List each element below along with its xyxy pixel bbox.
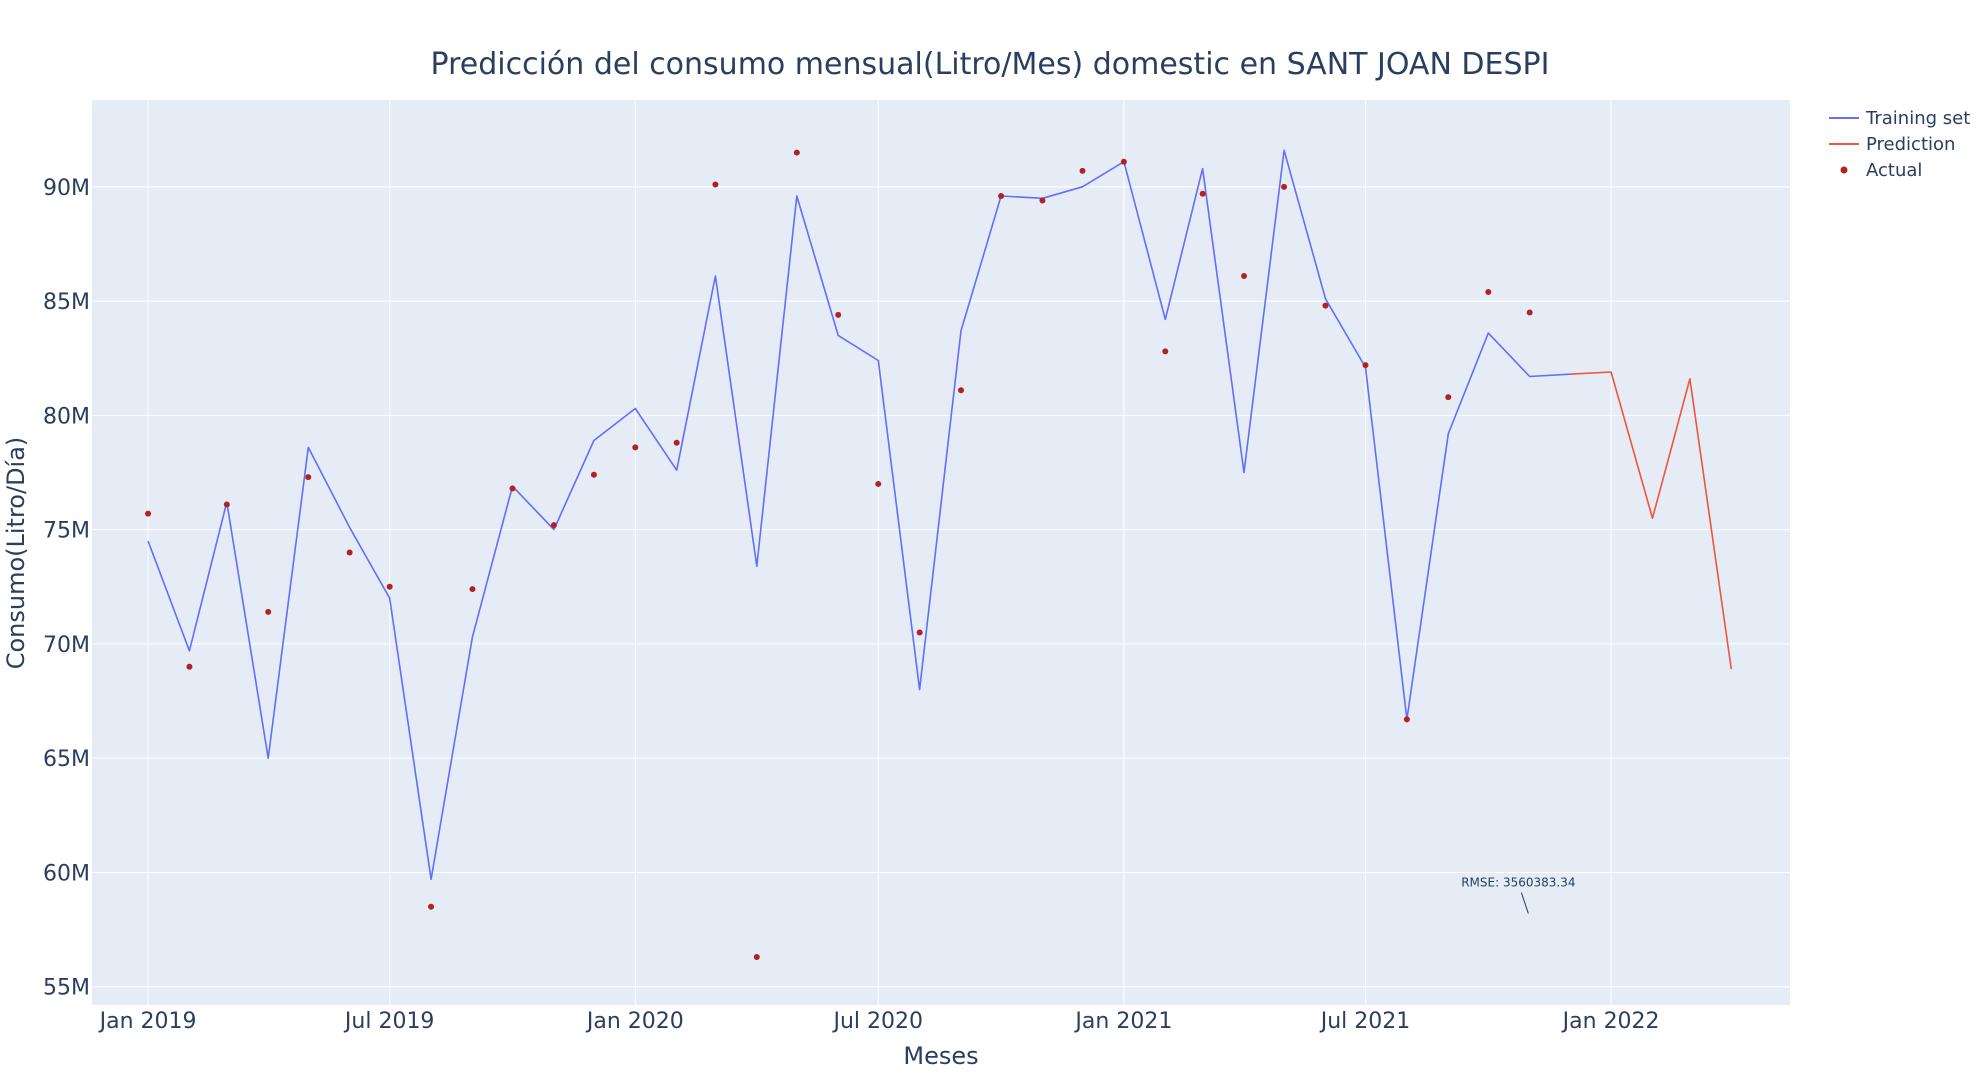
y-tick-label: 80M <box>43 404 90 429</box>
annotation-arrow <box>1520 892 1529 914</box>
x-tick-label: Jul 2020 <box>831 1009 923 1034</box>
data-point-actual <box>428 903 435 910</box>
legend-item-actual[interactable]: Actual <box>1840 160 1923 181</box>
y-tick-label: 75M <box>43 519 90 544</box>
legend-label: Prediction <box>1866 134 1955 155</box>
legend-label: Actual <box>1866 160 1922 181</box>
annotation-layer: RMSE: 3560383.34 <box>1461 876 1575 914</box>
x-tick-label: Jan 2021 <box>1073 1009 1172 1034</box>
series-layer <box>145 149 1733 961</box>
data-point-actual <box>1403 716 1410 723</box>
data-point-actual <box>1162 348 1169 355</box>
x-axis-title: Meses <box>903 1042 978 1070</box>
series-line-prediction <box>1569 371 1733 670</box>
data-point-actual <box>1120 158 1127 165</box>
legend-item-training-set[interactable]: Training set <box>1829 108 1970 129</box>
data-point-actual <box>145 510 152 517</box>
y-tick-label: 60M <box>43 861 90 886</box>
data-point-actual <box>509 485 516 492</box>
data-point-actual <box>632 444 639 451</box>
plot-area <box>92 100 1790 1005</box>
data-point-actual <box>1526 309 1533 316</box>
data-point-actual <box>265 608 272 615</box>
x-axis-ticks: Jan 2019 Jul 2019 Jan 2020 Jul 2020 Jan 2021… <box>98 1009 1660 1034</box>
y-tick-label: 90M <box>43 176 90 201</box>
data-point-actual <box>1241 272 1248 279</box>
x-tick-label: Jan 2022 <box>1561 1009 1660 1034</box>
data-point-actual <box>958 387 965 394</box>
data-point-actual <box>998 192 1005 199</box>
data-point-actual <box>386 583 393 590</box>
data-point-actual <box>1485 288 1492 295</box>
data-point-actual <box>346 549 353 556</box>
series-training-set <box>147 149 1570 881</box>
data-point-actual <box>305 474 312 481</box>
y-tick-label: 55M <box>43 976 90 1001</box>
data-point-actual <box>835 311 842 318</box>
data-point-actual <box>1039 197 1046 204</box>
x-tick-label: Jul 2021 <box>1319 1009 1411 1034</box>
data-point-actual <box>1322 302 1329 309</box>
y-tick-label: 70M <box>43 633 90 658</box>
legend[interactable]: Training set Prediction Actual <box>1829 108 1970 181</box>
data-point-actual <box>875 480 882 487</box>
chart-title: Predicción del consumo mensual(Litro/Mes… <box>431 47 1550 82</box>
series-line-training-set <box>147 149 1570 881</box>
data-point-actual <box>1079 167 1086 174</box>
y-gridlines <box>92 186 1790 988</box>
data-point-actual <box>1362 362 1369 369</box>
data-point-actual <box>712 181 719 188</box>
x-gridlines <box>147 100 1612 1005</box>
series-prediction <box>1569 371 1733 670</box>
annotation-text: RMSE: 3560383.34 <box>1461 876 1575 890</box>
y-axis-title: Consumo(Litro/Día) <box>2 437 30 670</box>
data-point-actual <box>550 522 557 529</box>
x-tick-label: Jan 2020 <box>585 1009 684 1034</box>
legend-swatch <box>1840 166 1848 174</box>
legend-label: Training set <box>1865 108 1970 129</box>
x-tick-label: Jul 2019 <box>343 1009 435 1034</box>
data-point-actual <box>793 149 800 156</box>
data-point-actual <box>753 954 760 961</box>
data-point-actual <box>916 629 923 636</box>
data-point-actual <box>469 586 476 593</box>
y-tick-label: 85M <box>43 290 90 315</box>
data-point-actual <box>673 439 680 446</box>
y-axis-ticks: 55M 60M 65M 70M 75M 80M 85M 90M <box>43 176 90 1001</box>
series-actual <box>145 149 1533 961</box>
data-point-actual <box>1281 183 1288 190</box>
data-point-actual <box>590 471 597 478</box>
x-tick-label: Jan 2019 <box>98 1009 197 1034</box>
legend-item-prediction[interactable]: Prediction <box>1829 134 1955 155</box>
data-point-actual <box>223 501 230 508</box>
y-tick-label: 65M <box>43 747 90 772</box>
data-point-actual <box>1445 394 1452 401</box>
data-point-actual <box>186 663 193 670</box>
data-point-actual <box>1199 190 1206 197</box>
